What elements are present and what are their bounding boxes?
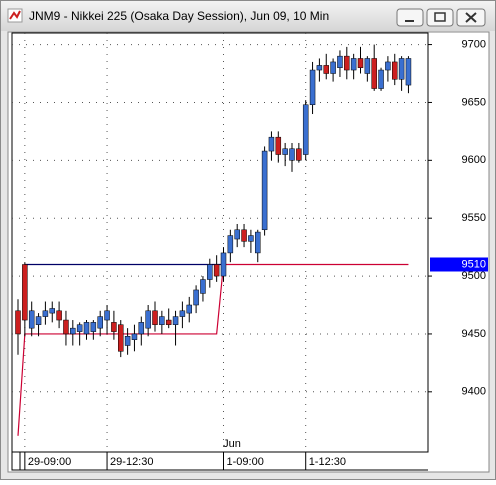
x-tick-label: 1-12:30 bbox=[309, 456, 346, 468]
candle-body bbox=[302, 104, 309, 155]
app-icon bbox=[7, 8, 23, 23]
candle-body bbox=[83, 322, 90, 335]
candle-body bbox=[268, 136, 275, 152]
candle-body bbox=[172, 316, 179, 325]
candle-body bbox=[241, 229, 247, 242]
candle-body bbox=[49, 308, 55, 314]
candle-body bbox=[344, 55, 350, 71]
last-price-box bbox=[430, 257, 488, 272]
y-tick-label: 9400 bbox=[462, 386, 486, 398]
y-tick-label: 9500 bbox=[462, 270, 486, 282]
month-label: Jun bbox=[223, 438, 241, 450]
candle-body bbox=[309, 69, 316, 106]
candle-body bbox=[282, 148, 288, 155]
candle-body bbox=[337, 55, 343, 68]
candle-body bbox=[392, 61, 398, 80]
level-line bbox=[17, 263, 409, 436]
candle-body bbox=[371, 58, 377, 89]
candle-body bbox=[405, 58, 412, 86]
last-price-label: 9510 bbox=[462, 258, 486, 270]
candle-body bbox=[186, 304, 192, 314]
candle-body bbox=[56, 310, 62, 321]
candle-body bbox=[385, 61, 391, 71]
candle-body bbox=[152, 310, 158, 325]
candle-body bbox=[138, 322, 145, 335]
candle-body bbox=[165, 319, 172, 325]
y-tick-label: 9600 bbox=[462, 154, 486, 166]
candle-body bbox=[111, 322, 117, 332]
y-tick-label: 9450 bbox=[462, 328, 486, 340]
maximize-button[interactable] bbox=[426, 8, 454, 27]
candle-body bbox=[350, 58, 357, 71]
minimize-button[interactable] bbox=[396, 8, 424, 27]
candle-body bbox=[248, 235, 254, 242]
candle-body bbox=[378, 69, 384, 89]
candle-body bbox=[124, 336, 131, 346]
candle-body bbox=[220, 252, 227, 277]
candle-body bbox=[76, 324, 83, 332]
candle-body bbox=[159, 316, 165, 325]
candle-body bbox=[193, 289, 199, 306]
candle-body bbox=[63, 319, 69, 335]
x-tick-label: 29-12:30 bbox=[110, 456, 153, 468]
candle-body bbox=[179, 310, 186, 317]
x-tick-label: 1-09:00 bbox=[227, 456, 264, 468]
candle-body bbox=[90, 322, 97, 332]
candle-body bbox=[22, 264, 28, 321]
candle-body bbox=[398, 58, 405, 80]
candle-body bbox=[296, 148, 302, 161]
x-tick-label: 29-09:00 bbox=[28, 456, 71, 468]
candle-body bbox=[207, 264, 213, 280]
y-tick-label: 9650 bbox=[462, 96, 486, 108]
scroll-box[interactable] bbox=[11, 451, 21, 471]
candle-body bbox=[145, 310, 151, 329]
candle-body bbox=[35, 316, 42, 325]
candle-body bbox=[316, 65, 323, 71]
candle-body bbox=[234, 229, 240, 240]
candle-body bbox=[42, 310, 49, 317]
candle-body bbox=[15, 310, 21, 335]
candle-body bbox=[289, 148, 295, 161]
candle-body bbox=[200, 279, 206, 294]
y-tick-label: 9550 bbox=[462, 212, 486, 224]
candle-body bbox=[227, 235, 234, 254]
candle-body bbox=[275, 136, 282, 155]
candle-body bbox=[28, 310, 35, 329]
plot-frame bbox=[11, 32, 429, 453]
close-button[interactable] bbox=[456, 8, 486, 27]
candle-body bbox=[261, 150, 268, 231]
candle-body bbox=[70, 327, 76, 335]
y-tick-label: 9700 bbox=[462, 38, 486, 50]
candle-body bbox=[131, 333, 138, 340]
candle-body bbox=[118, 324, 124, 352]
candle-body bbox=[330, 61, 336, 74]
window-title: JNM9 - Nikkei 225 (Osaka Day Session), J… bbox=[29, 9, 329, 23]
candle-body bbox=[104, 310, 110, 321]
candle-body bbox=[364, 58, 371, 74]
candle-body bbox=[323, 65, 329, 74]
candle-body bbox=[255, 231, 261, 254]
candle-body bbox=[97, 316, 103, 329]
candle-body bbox=[213, 264, 220, 277]
candle-body bbox=[357, 58, 364, 68]
